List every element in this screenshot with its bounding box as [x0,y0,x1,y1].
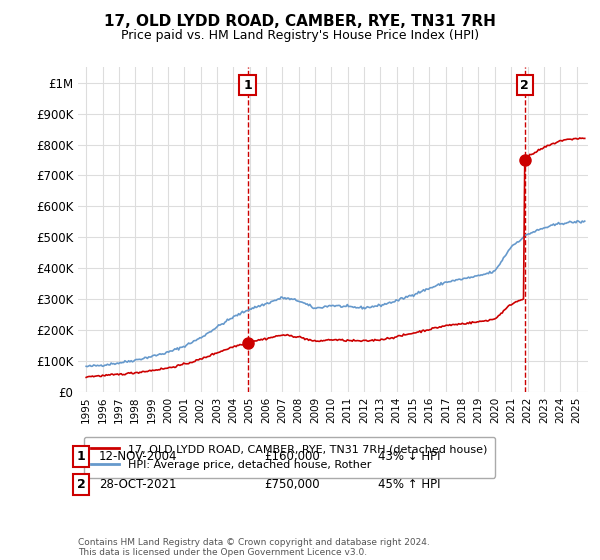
Legend: 17, OLD LYDD ROAD, CAMBER, RYE, TN31 7RH (detached house), HPI: Average price, d: 17, OLD LYDD ROAD, CAMBER, RYE, TN31 7RH… [83,437,495,478]
Text: 43% ↓ HPI: 43% ↓ HPI [378,450,440,463]
Text: 17, OLD LYDD ROAD, CAMBER, RYE, TN31 7RH: 17, OLD LYDD ROAD, CAMBER, RYE, TN31 7RH [104,14,496,29]
Text: 28-OCT-2021: 28-OCT-2021 [99,478,176,491]
Text: 2: 2 [520,78,529,92]
Text: 12-NOV-2004: 12-NOV-2004 [99,450,178,463]
Text: 1: 1 [243,78,252,92]
Text: 45% ↑ HPI: 45% ↑ HPI [378,478,440,491]
Text: 1: 1 [77,450,85,463]
Text: £750,000: £750,000 [264,478,320,491]
Text: Price paid vs. HM Land Registry's House Price Index (HPI): Price paid vs. HM Land Registry's House … [121,29,479,42]
Text: Contains HM Land Registry data © Crown copyright and database right 2024.
This d: Contains HM Land Registry data © Crown c… [78,538,430,557]
Text: £160,000: £160,000 [264,450,320,463]
Text: 2: 2 [77,478,85,491]
